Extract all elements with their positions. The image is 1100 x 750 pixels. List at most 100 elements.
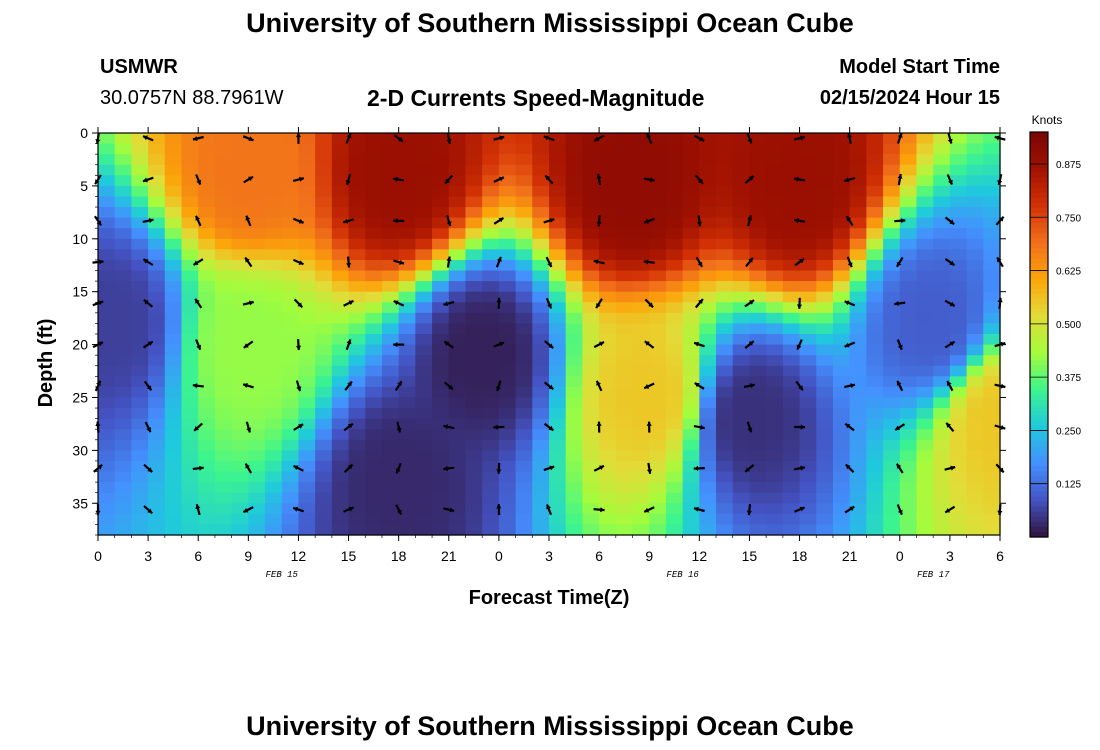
heat-cell — [966, 450, 984, 462]
heat-cell — [983, 238, 1001, 250]
heat-cell — [665, 471, 684, 483]
heat-cell — [916, 281, 934, 293]
heat-cell — [866, 450, 884, 462]
heat-cell — [549, 291, 567, 303]
heat-cell — [816, 344, 834, 356]
heat-cell — [665, 344, 684, 356]
heat-cell — [281, 217, 300, 229]
heat-cell — [582, 312, 600, 325]
heat-cell — [398, 450, 416, 462]
velocity-arrow — [947, 132, 953, 144]
heat-cell — [766, 217, 784, 229]
heat-cell — [98, 460, 116, 473]
heat-cell — [749, 439, 767, 451]
heat-cell — [298, 133, 316, 145]
heat-cell — [933, 344, 951, 356]
heat-cell — [599, 334, 617, 346]
heat-cell — [682, 397, 700, 409]
velocity-arrow — [897, 173, 903, 186]
heat-cell — [398, 471, 416, 483]
heat-cell — [933, 291, 951, 303]
heat-cell — [164, 503, 183, 515]
heat-cell — [498, 397, 517, 409]
heat-cell — [515, 334, 533, 346]
velocity-arrow — [794, 257, 805, 267]
heat-cell — [866, 217, 884, 229]
heat-cell — [816, 376, 834, 388]
heat-cell — [498, 408, 517, 420]
heat-cell — [632, 196, 650, 208]
heat-cell — [532, 492, 550, 504]
heat-cell — [448, 376, 467, 388]
heat-cell — [214, 418, 233, 430]
velocity-arrow — [543, 135, 555, 142]
heat-cell — [582, 408, 600, 420]
heat-cell — [248, 217, 266, 229]
colorbar-cell — [1030, 395, 1048, 401]
heat-cell — [148, 196, 166, 208]
heat-cell — [966, 492, 984, 504]
heat-cell — [899, 249, 918, 261]
heat-cell — [899, 334, 918, 346]
velocity-arrow — [744, 464, 755, 473]
heat-cell — [699, 217, 717, 229]
heat-cell — [749, 249, 767, 261]
heat-cell — [749, 524, 767, 536]
heat-cell — [565, 524, 583, 536]
heat-cell — [849, 312, 867, 325]
heat-cell — [899, 376, 918, 388]
heat-cell — [916, 408, 934, 420]
heat-cell — [799, 228, 817, 240]
heat-cell — [899, 482, 918, 494]
heat-cell — [315, 259, 333, 272]
heat-cell — [665, 524, 684, 536]
heat-cell — [281, 281, 300, 293]
heat-cell — [281, 259, 300, 272]
heat-cell — [699, 228, 717, 240]
heat-cell — [248, 450, 266, 462]
heat-cell — [849, 344, 867, 356]
heat-cell — [849, 143, 867, 155]
heat-cell — [114, 291, 132, 303]
heat-cell — [131, 249, 149, 261]
heat-cell — [415, 482, 433, 494]
velocity-arrow — [143, 380, 153, 391]
heat-cell — [315, 408, 333, 420]
heat-cell — [766, 207, 784, 219]
heat-cell — [615, 355, 634, 367]
heat-cell — [198, 259, 216, 272]
velocity-arrow — [142, 176, 154, 183]
heat-cell — [298, 281, 316, 293]
heat-cell — [198, 503, 216, 515]
heat-cell — [432, 397, 450, 409]
heat-cell — [832, 418, 851, 430]
heat-cell — [816, 249, 834, 261]
heat-cell — [432, 133, 450, 145]
heat-cell — [415, 429, 433, 441]
heat-cell — [599, 460, 617, 473]
heat-cell — [348, 238, 366, 250]
heat-cell — [816, 312, 834, 325]
heat-cell — [933, 334, 951, 346]
heat-cell — [682, 365, 700, 377]
heat-cell — [782, 207, 801, 219]
heat-cell — [682, 270, 700, 282]
heat-cell — [532, 513, 550, 526]
heat-cell — [498, 175, 517, 187]
heat-cell — [766, 408, 784, 420]
heat-cell — [849, 164, 867, 176]
heat-cell — [916, 439, 934, 451]
heat-cell — [231, 323, 249, 335]
heat-cell — [799, 492, 817, 504]
heat-cell — [832, 334, 851, 346]
heat-cell — [515, 492, 533, 504]
colorbar-cell — [1030, 375, 1048, 381]
heat-cell — [164, 355, 183, 367]
heat-cell — [649, 133, 667, 145]
heat-cell — [599, 397, 617, 409]
heat-cell — [933, 270, 951, 282]
heat-cell — [615, 302, 634, 314]
colorbar-cell — [1030, 435, 1048, 442]
heat-cell — [933, 429, 951, 441]
heat-cell — [365, 249, 383, 261]
